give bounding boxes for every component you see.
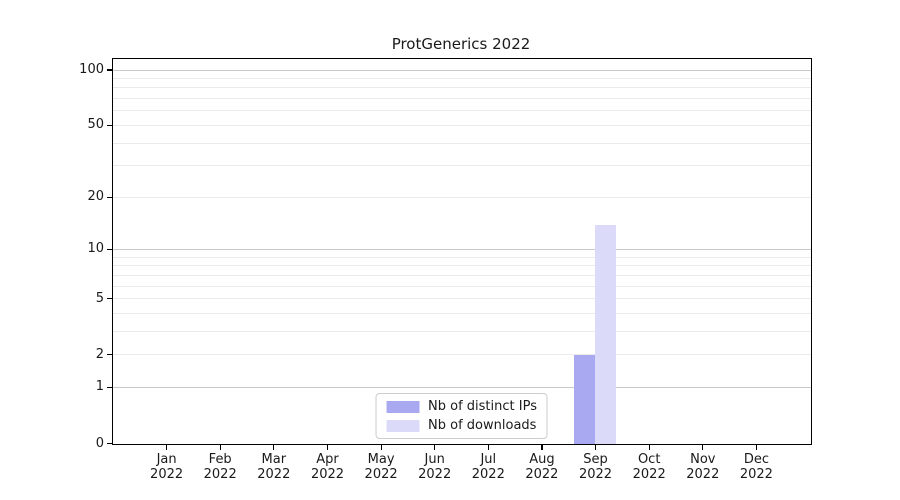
y-tick (106, 386, 112, 389)
gridline-minor (112, 87, 811, 89)
x-tick (648, 445, 650, 450)
x-tick (702, 445, 704, 450)
y-tick-label: 100 (79, 62, 104, 77)
x-tick-label: Sep 2022 (578, 451, 613, 483)
x-tick-label: Oct 2022 (632, 451, 666, 483)
y-tick (106, 442, 112, 445)
x-tick (166, 445, 168, 450)
bar-downloads (595, 224, 617, 444)
x-tick-label: Dec 2022 (739, 451, 773, 483)
x-tick (219, 445, 221, 450)
x-tick (755, 445, 758, 450)
x-tick-label: Jun 2022 (418, 451, 452, 483)
y-tick-label: 2 (95, 346, 104, 362)
gridline-minor (112, 77, 811, 79)
chart-title: ProtGenerics 2022 (391, 35, 531, 53)
legend-item-distinct-ips: Nb of distinct IPs (386, 399, 537, 414)
x-tick (380, 445, 382, 450)
y-tick-label: 0 (95, 435, 104, 451)
legend-swatch-distinct-ips (386, 400, 420, 413)
legend-label-distinct-ips: Nb of distinct IPs (428, 399, 537, 414)
gridline-major (112, 69, 811, 71)
x-tick (594, 445, 597, 450)
bar-distinct-ips (573, 355, 595, 444)
legend-label-downloads: Nb of downloads (428, 418, 537, 433)
x-tick-label: Aug 2022 (525, 451, 559, 483)
y-tick (106, 69, 112, 71)
gridline-minor (112, 110, 811, 112)
gridline-minor (112, 124, 811, 126)
gridline-major (112, 248, 811, 250)
x-tick-label: May 2022 (364, 451, 398, 483)
gridline-minor (112, 98, 811, 99)
y-tick-label: 50 (87, 117, 104, 133)
gridline-minor (112, 298, 811, 299)
x-tick (434, 445, 436, 450)
gridline-minor (112, 265, 811, 267)
x-tick (326, 445, 329, 450)
gridline-minor (112, 256, 811, 258)
gridline-minor (112, 330, 811, 332)
y-tick (106, 124, 112, 126)
gridline-minor (112, 165, 811, 167)
y-tick (106, 354, 112, 356)
y-tick-label: 5 (95, 290, 104, 306)
y-tick-label: 10 (87, 241, 104, 257)
x-tick-label: Mar 2022 (257, 451, 291, 483)
gridline-minor (112, 312, 811, 314)
x-tick (273, 445, 275, 450)
y-tick-label: 1 (95, 379, 104, 395)
y-tick (106, 297, 112, 300)
gridline-minor (112, 354, 811, 356)
y-tick-label: 20 (87, 189, 104, 205)
x-tick-label: Apr 2022 (310, 451, 345, 483)
gridline-major (112, 386, 811, 388)
plot-area: Nb of distinct IPs Nb of downloads (111, 58, 812, 445)
x-tick-label: Feb 2022 (203, 451, 237, 483)
y-tick (106, 196, 112, 198)
gridline-minor (112, 274, 811, 276)
y-tick (106, 248, 112, 251)
x-tick-label: Jan 2022 (150, 451, 184, 483)
legend-item-downloads: Nb of downloads (386, 418, 537, 433)
gridline-minor (112, 285, 811, 287)
gridline-minor (112, 196, 811, 198)
x-tick (487, 445, 489, 450)
x-tick-label: Jul 2022 (471, 451, 505, 483)
gridline-minor (112, 142, 811, 144)
legend: Nb of distinct IPs Nb of downloads (375, 393, 548, 439)
x-tick (541, 445, 543, 450)
x-tick-label: Nov 2022 (686, 451, 720, 483)
legend-swatch-downloads (386, 419, 420, 432)
